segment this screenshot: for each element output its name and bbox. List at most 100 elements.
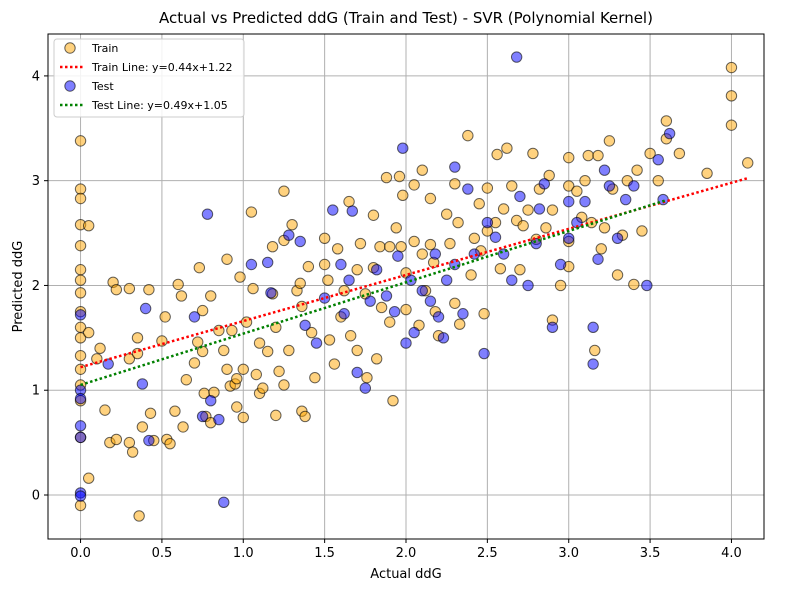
y-axis-ticks: 01234 <box>32 69 48 503</box>
train-point <box>637 226 647 236</box>
train-point <box>507 181 517 191</box>
test-point <box>347 206 357 216</box>
train-point <box>502 143 512 153</box>
train-point <box>555 280 565 290</box>
train-point <box>235 272 245 282</box>
test-point <box>642 280 652 290</box>
train-point <box>596 244 606 254</box>
train-point <box>232 402 242 412</box>
x-tick-label: 3.0 <box>558 546 579 561</box>
train-point <box>111 434 121 444</box>
train-point <box>339 285 349 295</box>
train-point <box>515 265 525 275</box>
train-point <box>137 422 147 432</box>
train-point <box>674 148 684 158</box>
test-point <box>206 396 216 406</box>
train-point <box>612 270 622 280</box>
legend-train-label: Train <box>91 42 118 55</box>
train-point <box>132 333 142 343</box>
test-point <box>295 236 305 246</box>
test-point <box>463 184 473 194</box>
test-point <box>393 251 403 261</box>
test-point <box>430 249 440 259</box>
train-point <box>319 233 329 243</box>
data-points <box>75 52 753 521</box>
train-point <box>604 136 614 146</box>
test-point <box>365 296 375 306</box>
train-point <box>396 241 406 251</box>
train-point <box>368 210 378 220</box>
test-point <box>515 191 525 201</box>
train-point <box>495 263 505 273</box>
train-point <box>111 284 121 294</box>
test-point <box>441 275 451 285</box>
test-point <box>300 320 310 330</box>
train-point <box>372 354 382 364</box>
test-point <box>534 204 544 214</box>
y-axis-label: Predicted ddG <box>11 241 26 333</box>
train-point <box>375 241 385 251</box>
x-tick-label: 2.0 <box>396 546 417 561</box>
test-point <box>103 359 113 369</box>
test-point <box>137 379 147 389</box>
legend-test-marker <box>65 81 75 91</box>
train-point <box>246 207 256 217</box>
train-point <box>248 283 258 293</box>
train-point <box>222 254 232 264</box>
train-point <box>726 62 736 72</box>
train-point <box>401 304 411 314</box>
train-point <box>726 91 736 101</box>
train-point <box>258 383 268 393</box>
train-point <box>279 380 289 390</box>
legend-train-line-label: Train Line: y=0.44x+1.22 <box>91 61 232 74</box>
legend-train-marker <box>65 43 75 53</box>
train-point <box>75 240 85 250</box>
train-point <box>653 175 663 185</box>
train-point <box>189 358 199 368</box>
train-point <box>417 165 427 175</box>
x-axis-label: Actual ddG <box>370 567 441 582</box>
test-point <box>144 435 154 445</box>
train-point <box>466 270 476 280</box>
train-point <box>75 350 85 360</box>
test-point <box>75 421 85 431</box>
train-point <box>303 261 313 271</box>
legend-test-line-label: Test Line: y=0.49x+1.05 <box>91 99 228 112</box>
train-fit-line <box>81 178 748 367</box>
train-point <box>425 239 435 249</box>
train-point <box>593 150 603 160</box>
test-point <box>336 259 346 269</box>
train-point <box>394 171 404 181</box>
train-point <box>590 345 600 355</box>
y-tick-label: 4 <box>32 69 40 84</box>
train-point <box>232 373 242 383</box>
train-point <box>75 275 85 285</box>
train-point <box>287 219 297 229</box>
train-point <box>124 283 134 293</box>
test-point <box>339 309 349 319</box>
train-point <box>262 346 272 356</box>
train-point <box>425 193 435 203</box>
train-point <box>572 186 582 196</box>
train-point <box>482 183 492 193</box>
train-point <box>238 364 248 374</box>
train-point <box>702 168 712 178</box>
legend-test-label: Test <box>91 80 114 93</box>
test-point <box>328 205 338 215</box>
train-point <box>271 410 281 420</box>
train-point <box>214 325 224 335</box>
train-point <box>726 120 736 130</box>
x-axis-ticks: 0.0 0.5 1.0 1.5 2.0 2.5 3.0 3.5 4.0 <box>70 539 742 561</box>
test-point <box>401 338 411 348</box>
test-point <box>284 230 294 240</box>
train-point <box>300 411 310 421</box>
test-point <box>202 209 212 219</box>
test-point <box>490 232 500 242</box>
train-point <box>474 199 484 209</box>
test-point <box>425 296 435 306</box>
train-point <box>523 205 533 215</box>
train-point <box>284 345 294 355</box>
legend: Train Train Line: y=0.44x+1.22 Test Test Li… <box>54 39 244 117</box>
train-point <box>332 244 342 254</box>
